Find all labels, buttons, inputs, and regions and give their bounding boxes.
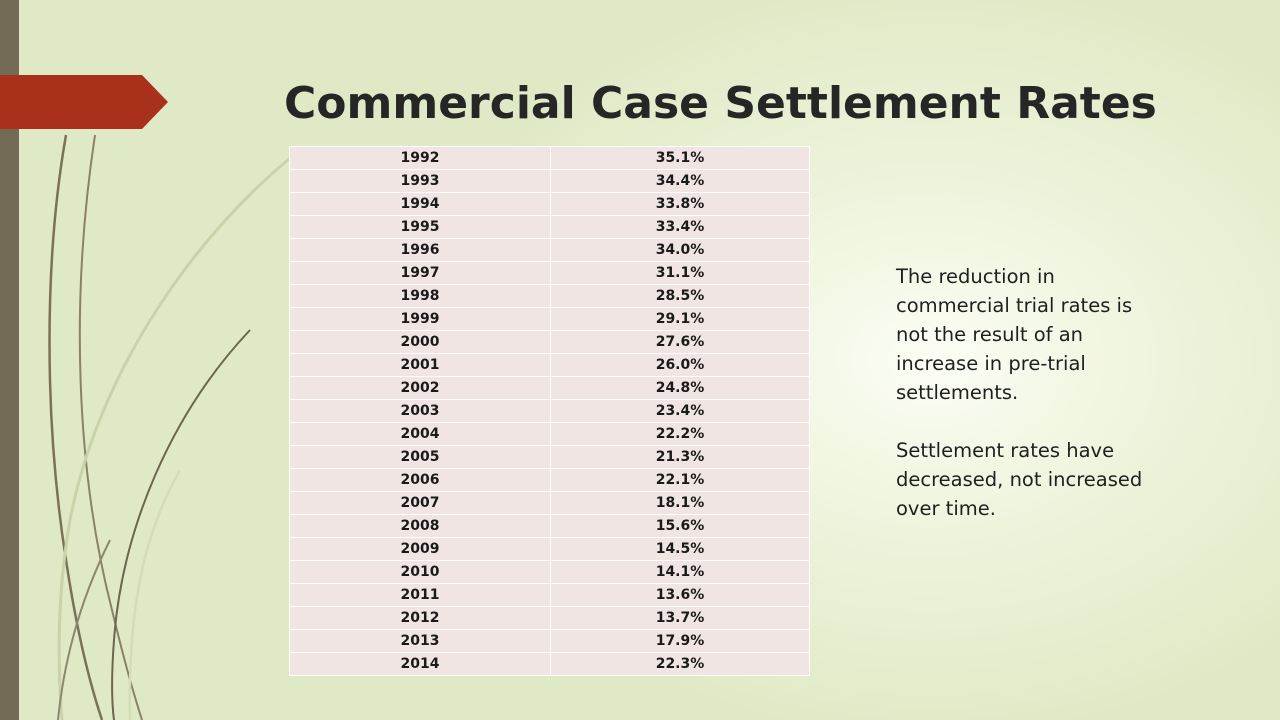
year-cell: 1992 [289,146,551,170]
note-paragraph: The reduction in commercial trial rates … [896,265,1133,404]
year-cell: 2012 [289,606,551,630]
year-cell: 1996 [289,238,551,262]
rate-cell: 34.0% [550,238,810,262]
table-row: 1999 29.1% [289,307,810,331]
table-row: 1994 33.8% [289,192,810,216]
table-row: 2005 21.3% [289,445,810,469]
note-paragraph: Settlement rates have decreased, not inc… [896,439,1143,520]
table-row: 2011 13.6% [289,583,810,607]
rate-cell: 22.1% [550,468,810,492]
decorative-curve [128,469,182,720]
table-row: 1993 34.4% [289,169,810,193]
table-row: 1996 34.0% [289,238,810,262]
table-row: 1997 31.1% [289,261,810,285]
year-cell: 2014 [289,652,551,676]
table-row: 2008 15.6% [289,514,810,538]
table-row: 2012 13.7% [289,606,810,630]
rate-cell: 33.4% [550,215,810,239]
rate-cell: 26.0% [550,353,810,377]
rate-cell: 18.1% [550,491,810,515]
rate-cell: 31.1% [550,261,810,285]
table-row: 2001 26.0% [289,353,810,377]
rate-cell: 24.8% [550,376,810,400]
year-cell: 1993 [289,169,551,193]
rate-cell: 14.1% [550,560,810,584]
rate-cell: 23.4% [550,399,810,423]
year-cell: 2001 [289,353,551,377]
year-cell: 1998 [289,284,551,308]
table-row: 2014 22.3% [289,652,810,676]
year-cell: 2007 [289,491,551,515]
rate-cell: 33.8% [550,192,810,216]
rate-cell: 35.1% [550,146,810,170]
table-row: 2003 23.4% [289,399,810,423]
rate-cell: 27.6% [550,330,810,354]
table-row: 2004 22.2% [289,422,810,446]
rate-cell: 21.3% [550,445,810,469]
side-notes: The reduction in commercial trial rates … [896,262,1146,523]
year-cell: 2006 [289,468,551,492]
table-row: 1998 28.5% [289,284,810,308]
settlement-rates-table: 1992 35.1% 1993 34.4% 1994 33.8% 1995 33.4% 1996… [289,146,810,676]
rate-cell: 15.6% [550,514,810,538]
year-cell: 2008 [289,514,551,538]
sidebar-bar [0,0,19,720]
year-cell: 2013 [289,629,551,653]
table-body: 1992 35.1% 1993 34.4% 1994 33.8% 1995 33.4% 1996… [289,146,810,676]
table-row: 1992 35.1% [289,146,810,170]
year-cell: 1995 [289,215,551,239]
table-row: 2010 14.1% [289,560,810,584]
rate-cell: 13.7% [550,606,810,630]
table-row: 2007 18.1% [289,491,810,515]
decorative-curves [48,134,291,720]
decorative-curve [57,539,111,720]
rate-cell: 29.1% [550,307,810,331]
year-cell: 1994 [289,192,551,216]
year-cell: 2002 [289,376,551,400]
title-accent-arrow [0,75,168,129]
table-row: 2006 22.1% [289,468,810,492]
rate-cell: 13.6% [550,583,810,607]
table-row: 1995 33.4% [289,215,810,239]
slide-title: Commercial Case Settlement Rates [284,78,1157,129]
year-cell: 2010 [289,560,551,584]
rate-cell: 17.9% [550,629,810,653]
rate-cell: 28.5% [550,284,810,308]
table-row: 2002 24.8% [289,376,810,400]
table-row: 2000 27.6% [289,330,810,354]
decorative-curve [48,134,104,720]
year-cell: 1999 [289,307,551,331]
table-row: 2013 17.9% [289,629,810,653]
rate-cell: 22.3% [550,652,810,676]
year-cell: 2005 [289,445,551,469]
rate-cell: 34.4% [550,169,810,193]
year-cell: 2003 [289,399,551,423]
year-cell: 1997 [289,261,551,285]
year-cell: 2011 [289,583,551,607]
decorative-curve [111,329,251,720]
year-cell: 2009 [289,537,551,561]
year-cell: 2000 [289,330,551,354]
decorative-curve [57,156,291,720]
table-row: 2009 14.5% [289,537,810,561]
rate-cell: 22.2% [550,422,810,446]
rate-cell: 14.5% [550,537,810,561]
year-cell: 2004 [289,422,551,446]
